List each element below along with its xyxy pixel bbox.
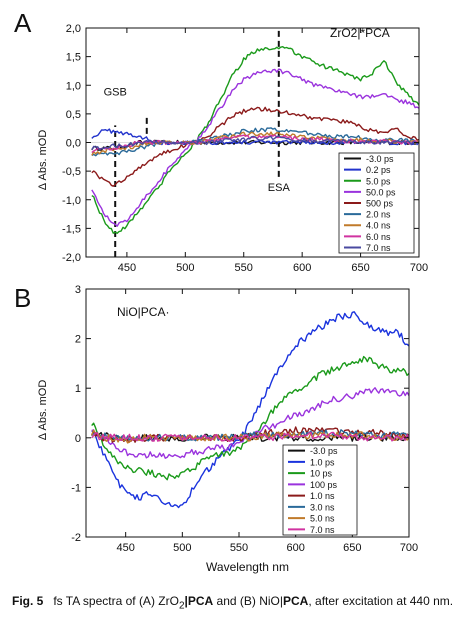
- y-tick-label: 0: [75, 433, 81, 445]
- series-line: [91, 387, 409, 459]
- legend-label: 100 ps: [310, 480, 338, 490]
- panel-letter: B: [14, 283, 31, 313]
- y-tick-label: -1: [71, 482, 81, 494]
- series-line: [91, 311, 409, 509]
- figure-caption: Fig. 5 fs TA spectra of (A) ZrO2|PCA and …: [12, 593, 467, 614]
- panel-a: 450 500 550 600 650 700 -2,0 -1,5 -1,0 -0,5 0,0 0,5…: [14, 8, 428, 274]
- legend-label: 3.0 ns: [310, 502, 335, 512]
- x-tick-label: 700: [410, 262, 428, 274]
- legend-label: 4.0 ns: [366, 221, 391, 231]
- y-tick-label: -1,5: [62, 223, 81, 235]
- y-tick-label: 1: [75, 383, 81, 395]
- x-tick-label: 500: [173, 542, 191, 554]
- figure-svg: 450 500 550 600 650 700 -2,0 -1,5 -1,0 -0,5 0,0 0,5…: [14, 8, 428, 574]
- x-tick-label: 450: [118, 262, 136, 274]
- x-tick-label: 450: [116, 542, 134, 554]
- series-line: [91, 429, 409, 442]
- x-axis-label: Wavelength nm: [206, 560, 289, 574]
- caption-subscript: 2: [178, 600, 185, 612]
- series-line: [91, 431, 409, 442]
- y-tick-label: -0,5: [62, 166, 81, 178]
- series-line: [91, 131, 419, 156]
- x-tick-label: 500: [176, 262, 194, 274]
- y-axis-label: Δ Abs. mOD: [37, 380, 49, 441]
- legend-label: 1.0 ns: [310, 491, 335, 501]
- legend-label: 50.0 ps: [366, 187, 396, 197]
- legend-label: 10 ps: [310, 469, 333, 479]
- y-tick-label: 3: [75, 284, 81, 296]
- y-tick-label: -2,0: [62, 252, 81, 264]
- caption-pca-1: PCA: [187, 594, 214, 608]
- x-tick-label: 550: [235, 262, 253, 274]
- x-tick-label: 650: [351, 262, 369, 274]
- legend-label: 2.0 ns: [366, 210, 391, 220]
- series-group: [91, 311, 409, 509]
- y-tick-label: -2: [71, 532, 81, 544]
- y-tick-label: 2: [75, 334, 81, 346]
- y-tick-label: -1,0: [62, 195, 81, 207]
- caption-pca-2: PCA: [283, 594, 309, 608]
- caption-bar: |: [184, 594, 188, 608]
- legend-label: 0.2 ps: [366, 165, 391, 175]
- legend-label: 1.0 ps: [310, 457, 335, 467]
- series-line: [91, 46, 419, 234]
- caption-fig-label: Fig. 5: [12, 594, 44, 608]
- x-tick-label: 650: [343, 542, 361, 554]
- legend-label: 7.0 ns: [366, 243, 391, 253]
- figure: 450 500 550 600 650 700 -2,0 -1,5 -1,0 -0,5 0,0 0,5…: [14, 8, 428, 574]
- x-tick-label: 700: [400, 542, 418, 554]
- y-axis-label: Δ Abs. mOD: [37, 130, 49, 191]
- caption-text-1: fs TA spectra of (A) ZrO: [53, 594, 179, 608]
- series-line: [91, 426, 409, 443]
- plot-frame: [85, 288, 410, 538]
- legend-label: 500 ps: [366, 199, 394, 209]
- x-tick-label: 600: [286, 542, 304, 554]
- legend-box: [282, 444, 358, 536]
- y-tick-label: 2,0: [66, 23, 81, 35]
- panel-letter: A: [14, 8, 32, 38]
- legend-label: -3.0 ps: [366, 154, 394, 164]
- series-line: [91, 106, 419, 187]
- sample-label: NiO|PCA·: [117, 305, 169, 319]
- y-tick-label: 1,0: [66, 80, 81, 92]
- legend-label: 7.0 ns: [310, 525, 335, 535]
- legend-label: -3.0 ps: [310, 446, 338, 456]
- legend-label: 6.0 ns: [366, 232, 391, 242]
- annotation-esa: ESA: [268, 182, 291, 194]
- y-tick-label: 0,0: [66, 138, 81, 150]
- legend-label: 5.0 ns: [310, 514, 335, 524]
- y-tick-label: 1,5: [66, 52, 81, 64]
- series-line: [91, 135, 419, 151]
- x-tick-label: 550: [230, 542, 248, 554]
- legend-label: 5.0 ps: [366, 176, 391, 186]
- sample-label: ZrO2|*PCA: [330, 26, 390, 40]
- x-tick-label: 600: [293, 262, 311, 274]
- series-line: [91, 355, 409, 481]
- series-group: [91, 46, 419, 234]
- panel-b: 450 500 550 600 650 700 -2 -1 0 1 2 3 Δ Abs. mOD Wave…: [14, 283, 418, 574]
- annotation-gsb: GSB: [104, 87, 127, 99]
- caption-text-3: , after excitation at 440 nm.: [308, 594, 454, 608]
- y-tick-label: 0,5: [66, 109, 81, 121]
- caption-text-2: and (B) NiO|: [213, 594, 284, 608]
- series-line: [91, 68, 419, 227]
